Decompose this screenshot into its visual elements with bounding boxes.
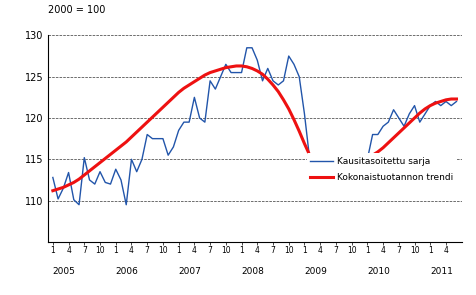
Kausitasoitettu sarja	[50, 176, 56, 179]
Kokonaistuotannon trendi	[50, 189, 56, 192]
Kausitasoitettu sarja	[76, 203, 82, 206]
Text: 2009: 2009	[305, 267, 327, 276]
Text: 2011: 2011	[430, 267, 453, 276]
Kokonaistuotannon trendi	[454, 97, 459, 101]
Kokonaistuotannon trendi	[76, 177, 82, 181]
Kokonaistuotannon trendi	[344, 160, 349, 163]
Kausitasoitettu sarja	[454, 100, 459, 103]
Text: 2008: 2008	[241, 267, 265, 276]
Kokonaistuotannon trendi	[223, 66, 228, 69]
Text: 2010: 2010	[367, 267, 390, 276]
Kokonaistuotannon trendi	[118, 144, 124, 148]
Kausitasoitettu sarja	[244, 46, 249, 50]
Line: Kokonaistuotannon trendi: Kokonaistuotannon trendi	[53, 66, 456, 191]
Kausitasoitettu sarja	[123, 203, 129, 206]
Kokonaistuotannon trendi	[233, 64, 239, 68]
Line: Kausitasoitettu sarja: Kausitasoitettu sarja	[53, 48, 456, 205]
Legend: Kausitasoitettu sarja, Kokonaistuotannon trendi: Kausitasoitettu sarja, Kokonaistuotannon…	[307, 153, 457, 186]
Text: 2005: 2005	[53, 267, 76, 276]
Kausitasoitettu sarja	[81, 156, 87, 159]
Kokonaistuotannon trendi	[260, 73, 266, 76]
Text: 2007: 2007	[178, 267, 201, 276]
Text: 2000 = 100: 2000 = 100	[48, 5, 105, 15]
Kausitasoitettu sarja	[186, 120, 192, 124]
Kausitasoitettu sarja	[349, 162, 355, 165]
Text: 2006: 2006	[116, 267, 139, 276]
Kausitasoitettu sarja	[265, 67, 271, 70]
Kokonaistuotannon trendi	[181, 86, 187, 90]
Kausitasoitettu sarja	[228, 71, 234, 74]
